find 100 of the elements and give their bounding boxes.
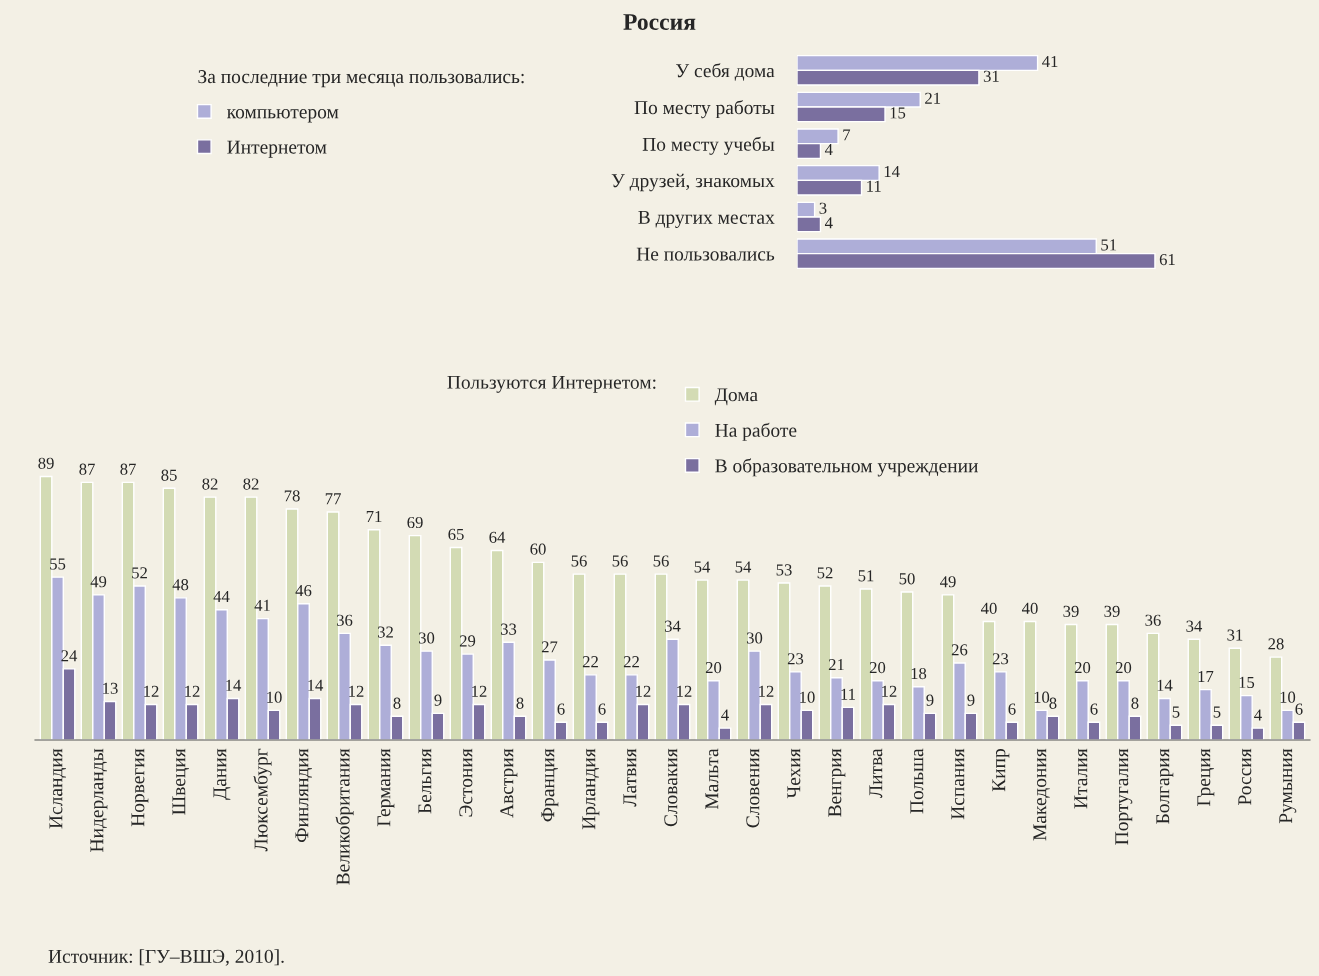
x-tick-label: Словакия [664,748,678,827]
data-label: 41 [1042,56,1058,68]
x-tick-label: Великобритания [335,748,354,885]
data-label: 60 [530,543,546,555]
y-tick-label: По месту работы [634,100,775,119]
data-label: 15 [890,107,906,119]
y-tick-label: У друзей, знакомых [611,173,775,192]
data-label: 46 [295,585,312,597]
x-tick-label: Австрия [500,748,518,818]
data-label: 89 [38,457,54,469]
x-tick-label: Эстония [459,748,473,817]
data-label: 82 [243,478,259,490]
x-tick-label: Португалия [1115,748,1133,845]
data-label: 5 [1172,706,1180,718]
data-label: 9 [926,694,934,706]
data-label: 48 [172,579,189,591]
data-label: 8 [1049,697,1057,709]
data-label: 12 [185,685,200,697]
legend-label: Интернетом [227,140,327,158]
data-label: 34 [1186,620,1203,632]
data-label: 65 [448,528,464,540]
data-label: 23 [992,653,1009,665]
data-label: 9 [434,694,442,706]
data-label: 8 [1131,697,1139,709]
data-label: 40 [1021,602,1038,614]
x-tick-label: Латвия [623,748,637,807]
text: Источник: [ГУ–ВШЭ, 2010]. [48,949,284,966]
data-label: 87 [120,463,136,475]
data-label: 53 [776,564,792,576]
data-label: 4 [824,144,833,156]
x-tick-label: Ирландия [582,748,600,830]
data-label: 12 [349,685,364,697]
x-tick-label: Венгрия [828,748,846,817]
x-tick-label: Чехия [787,748,801,799]
data-label: 8 [516,697,524,709]
data-label: 10 [800,691,815,703]
x-tick-label: Россия [1238,748,1252,805]
data-label: 20 [705,661,722,674]
data-label: 36 [336,614,353,626]
data-label: 40 [980,602,997,614]
x-tick-label: Словения [746,748,760,828]
data-label: 49 [90,576,107,588]
y-tick-label: У себя дома [675,63,775,81]
data-label: 12 [882,685,897,697]
data-label: 51 [858,570,874,582]
y-tick-label: По месту учебы [642,136,775,155]
data-label: 85 [161,469,177,481]
data-label: 30 [746,632,763,644]
x-tick-label: Литва [869,748,883,798]
data-label: 6 [1295,703,1303,715]
data-label: 4 [1254,709,1262,721]
data-label: 31 [983,70,999,82]
data-label: 50 [899,573,915,585]
data-label: 56 [571,555,587,567]
data-label: 87 [79,463,95,475]
data-label: 9 [967,694,975,706]
data-label: 13 [103,682,118,694]
data-label: 6 [557,703,565,715]
data-label: 82 [202,478,218,490]
data-label: 34 [664,620,681,632]
data-label: 44 [213,591,230,602]
x-tick-label: Исландия [49,748,66,829]
x-tick-label: Болгария [1156,748,1174,824]
x-tick-label: Греция [1197,748,1215,806]
x-tick-label: Финляндия [295,748,312,843]
legend-title: Пользуются Интернетом: [447,375,656,393]
data-label: 12 [144,685,159,697]
data-label: 20 [869,661,886,674]
x-tick-label: Мальта [705,748,719,810]
data-label: 6 [598,703,606,715]
x-tick-label: Франция [541,748,559,822]
x-tick-label: Норвегия [131,748,149,827]
data-label: 39 [1104,605,1120,617]
data-label: 55 [50,558,66,570]
x-tick-label: Кипр [992,749,1010,792]
data-label: 32 [377,626,393,638]
data-label: 26 [951,644,968,656]
data-label: 6 [1090,703,1098,715]
data-label: 4 [721,709,729,721]
data-label: 14 [884,166,900,178]
data-label: 41 [254,599,270,611]
data-label: 14 [226,679,242,691]
data-label: 12 [759,685,774,697]
x-tick-label: Македония [1033,748,1050,841]
data-label: 54 [694,561,711,573]
data-label: 71 [366,511,382,523]
data-label: 28 [1268,638,1284,650]
data-label: 30 [418,632,435,644]
x-tick-label: Германия [377,748,395,827]
data-label: 10 [267,691,282,703]
data-label: 52 [817,567,833,579]
x-tick-label: Польша [910,748,924,814]
x-tick-label: Люксембург [253,748,272,852]
data-label: 49 [939,576,956,588]
data-label: 36 [1145,614,1161,626]
data-label: 12 [472,685,487,697]
data-label: 5 [1213,706,1221,718]
data-label: 10 [1280,691,1296,703]
data-label: 20 [1115,661,1132,674]
legend-title: За последние три месяца пользовались: [198,70,524,88]
